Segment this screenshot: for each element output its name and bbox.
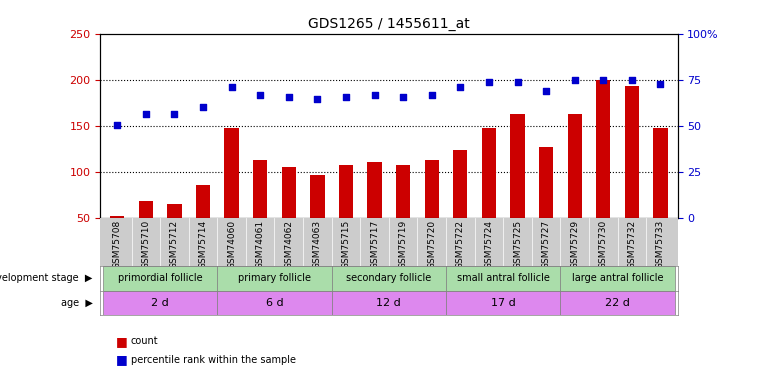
Text: large antral follicle: large antral follicle: [572, 273, 663, 284]
Text: GSM75708: GSM75708: [112, 220, 122, 269]
Text: GSM75710: GSM75710: [142, 220, 150, 269]
Bar: [196, 185, 210, 218]
Bar: [454, 150, 467, 217]
Bar: [561, 291, 675, 315]
Text: 6 d: 6 d: [266, 298, 283, 308]
Text: 12 d: 12 d: [377, 298, 401, 308]
Bar: [424, 160, 439, 218]
Bar: [310, 175, 324, 217]
Text: GSM75730: GSM75730: [599, 220, 608, 269]
Text: GSM75732: GSM75732: [628, 220, 636, 269]
Text: primary follicle: primary follicle: [238, 273, 311, 284]
Bar: [332, 266, 446, 291]
Text: GSM75719: GSM75719: [399, 220, 407, 269]
Text: secondary follicle: secondary follicle: [346, 273, 431, 284]
Bar: [253, 160, 267, 218]
Text: GSM75715: GSM75715: [341, 220, 350, 269]
Point: [197, 104, 209, 110]
Point: [568, 77, 581, 83]
Text: GSM75722: GSM75722: [456, 220, 465, 269]
Bar: [567, 114, 582, 218]
Bar: [367, 162, 382, 218]
Text: GSM75729: GSM75729: [570, 220, 579, 269]
Bar: [167, 204, 182, 218]
Point: [454, 84, 467, 90]
Bar: [561, 266, 675, 291]
Text: GSM75733: GSM75733: [656, 220, 665, 269]
Text: GSM75712: GSM75712: [170, 220, 179, 269]
Text: ■: ■: [116, 335, 127, 348]
Text: GSM74060: GSM74060: [227, 220, 236, 269]
Text: GSM74063: GSM74063: [313, 220, 322, 269]
Point: [340, 94, 352, 100]
Bar: [103, 291, 217, 315]
Point: [169, 111, 181, 117]
Text: count: count: [131, 336, 159, 346]
Point: [397, 94, 410, 100]
Point: [426, 92, 438, 98]
Text: GSM75724: GSM75724: [484, 220, 494, 269]
Bar: [653, 128, 668, 217]
Bar: [282, 167, 296, 218]
Point: [368, 92, 380, 98]
Text: GSM75714: GSM75714: [199, 220, 208, 269]
Text: development stage  ▶: development stage ▶: [0, 273, 92, 284]
Text: GSM75727: GSM75727: [541, 220, 551, 269]
Text: GSM74061: GSM74061: [256, 220, 265, 269]
Text: ■: ■: [116, 354, 127, 366]
Text: GSM75725: GSM75725: [513, 220, 522, 269]
Point: [254, 92, 266, 98]
Text: 2 d: 2 d: [151, 298, 169, 308]
Bar: [396, 165, 410, 218]
Bar: [103, 266, 217, 291]
Bar: [446, 291, 561, 315]
Bar: [446, 266, 561, 291]
Point: [654, 81, 667, 87]
Text: GSM75720: GSM75720: [427, 220, 437, 269]
Title: GDS1265 / 1455611_at: GDS1265 / 1455611_at: [308, 17, 470, 32]
Bar: [110, 216, 125, 217]
Point: [597, 77, 609, 83]
Bar: [217, 266, 332, 291]
Text: 17 d: 17 d: [490, 298, 516, 308]
Point: [283, 94, 295, 100]
Bar: [139, 201, 153, 217]
Point: [311, 96, 323, 102]
Text: small antral follicle: small antral follicle: [457, 273, 550, 284]
Point: [226, 84, 238, 90]
Point: [111, 122, 123, 128]
Bar: [596, 80, 611, 218]
Point: [626, 77, 638, 83]
Bar: [482, 128, 496, 217]
Bar: [624, 86, 639, 218]
Point: [540, 88, 552, 94]
Text: GSM75717: GSM75717: [370, 220, 379, 269]
Point: [483, 78, 495, 84]
Bar: [217, 291, 332, 315]
Text: percentile rank within the sample: percentile rank within the sample: [131, 355, 296, 365]
Bar: [332, 291, 446, 315]
Bar: [225, 128, 239, 217]
Text: primordial follicle: primordial follicle: [118, 273, 203, 284]
Text: GSM74062: GSM74062: [284, 220, 293, 269]
Bar: [539, 147, 553, 218]
Bar: [511, 114, 524, 218]
Point: [511, 78, 524, 84]
Text: 22 d: 22 d: [605, 298, 630, 308]
Point: [139, 111, 152, 117]
Bar: [339, 165, 353, 218]
Text: age  ▶: age ▶: [61, 298, 92, 308]
